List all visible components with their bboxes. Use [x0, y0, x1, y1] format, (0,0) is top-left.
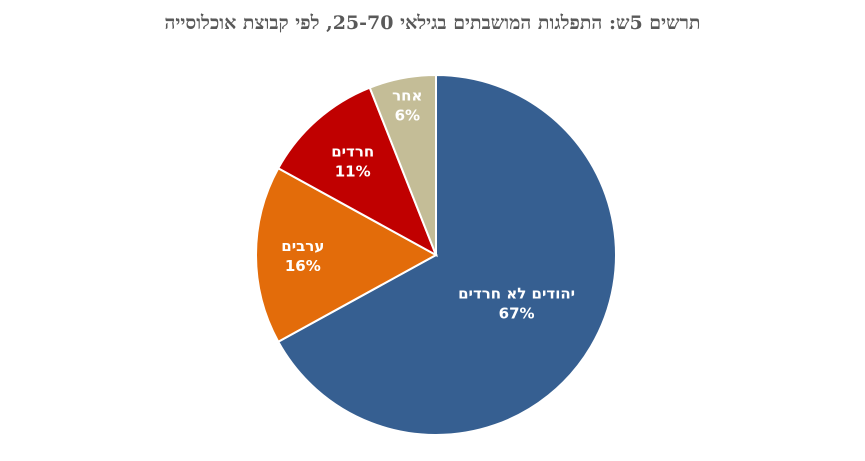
slice-value-label: 16%: [285, 257, 321, 275]
slice-category-label: אחר: [392, 87, 422, 105]
pie-slice: [255, 166, 439, 344]
slice-value-label: 67%: [499, 305, 535, 323]
slice-value-label: 11%: [335, 163, 371, 181]
pie-slice: [276, 73, 617, 436]
chart-title: תרשים 5ש: התפלגות המושבתים בגילאי 25-70,…: [164, 12, 701, 34]
pie-slice: [276, 86, 438, 258]
slice-value-label: 6%: [395, 107, 420, 125]
pie-slice: [368, 73, 437, 256]
slice-category-label: יהודים לא חרדים: [458, 285, 575, 303]
slice-category-label: חרדים: [331, 143, 374, 161]
slice-category-label: ערבים: [281, 237, 324, 255]
